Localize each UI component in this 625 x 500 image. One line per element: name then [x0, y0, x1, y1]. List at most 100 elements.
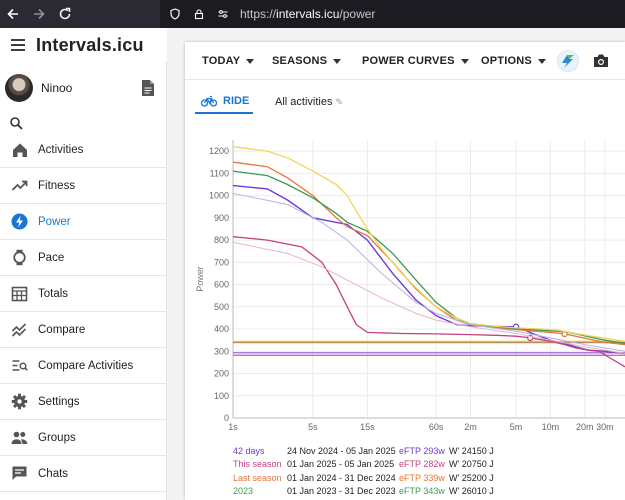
camera-icon[interactable]: [593, 53, 609, 68]
sidebar-item-chats[interactable]: Chats: [0, 456, 166, 492]
y-tick-label: 800: [214, 235, 229, 245]
legend-eftp: eFTP 339w: [399, 472, 445, 483]
sidebar-item-compare-activities[interactable]: Compare Activities: [0, 348, 166, 384]
app-header: Intervals.icu: [0, 28, 167, 62]
legend-dates: 01 Jan 2025 - 05 Jan 2025: [287, 459, 395, 470]
pencil-icon: ✎: [335, 96, 344, 107]
sidebar-item-label: Power: [38, 215, 71, 228]
list-search-icon: [0, 357, 38, 374]
legend-row[interactable]: This season 01 Jan 2025 - 05 Jan 2025 eFTP…: [233, 458, 494, 472]
search-button[interactable]: [0, 114, 166, 132]
caret-down-icon: [333, 58, 342, 64]
power-curve-chart[interactable]: 0 100 200 300 400 500 600 700 800 900 1000 1100 1200…: [185, 134, 625, 444]
intervals-logo-icon[interactable]: [557, 50, 579, 72]
x-tick-label: 20m: [576, 422, 594, 432]
y-tick-label: 200: [214, 369, 229, 379]
trending-up-icon: [0, 177, 38, 194]
y-tick-label: 300: [214, 346, 229, 356]
series-line[interactable]: [233, 192, 625, 352]
sidebar-item-pace[interactable]: Pace: [0, 240, 166, 276]
url-scheme: https://: [240, 7, 277, 21]
x-tick-label: 15s: [360, 422, 375, 432]
reload-button[interactable]: [52, 0, 78, 28]
sidebar-item-label: Pace: [38, 251, 65, 264]
menu-icon: [11, 39, 25, 51]
tab-ride-label: RIDE: [223, 95, 250, 107]
legend-name: 42 days: [233, 445, 265, 456]
lock-icon[interactable]: [190, 0, 208, 28]
y-tick-label: 1200: [209, 146, 229, 156]
sidebar-item-label: Totals: [38, 287, 69, 300]
sidebar-item-groups[interactable]: Groups: [0, 420, 166, 456]
y-tick-label: 400: [214, 324, 229, 334]
caret-down-icon: [246, 58, 255, 64]
y-tick-label: 900: [214, 213, 229, 223]
avatar[interactable]: [5, 74, 33, 102]
people-icon: [0, 429, 38, 446]
shield-icon[interactable]: [166, 0, 184, 28]
watch-icon: [0, 249, 38, 266]
series-line[interactable]: [233, 184, 625, 355]
legend-dates: 01 Jan 2024 - 31 Dec 2024: [287, 472, 396, 483]
url-host: intervals.icu: [276, 7, 340, 21]
user-row[interactable]: Ninoo: [0, 62, 166, 114]
legend-row[interactable]: 2023 01 Jan 2023 - 31 Dec 2023 eFTP 343w W'…: [233, 485, 494, 499]
today-label: TODAY: [202, 55, 241, 67]
sidebar-item-label: Fitness: [38, 179, 76, 192]
series-line[interactable]: [233, 146, 625, 342]
sidebar-item-activities[interactable]: Activities: [0, 132, 166, 168]
sidebar-item-settings[interactable]: Settings: [0, 384, 166, 420]
tab-all-label: All activities: [275, 96, 333, 108]
y-tick-label: 1100: [210, 168, 229, 178]
sidebar-item-power[interactable]: Power: [0, 204, 166, 240]
sidebar-item-compare[interactable]: Compare: [0, 312, 166, 348]
x-tick-label: 60s: [429, 422, 444, 432]
y-tick-label: 700: [214, 257, 229, 267]
arrow-right-icon: [34, 8, 45, 20]
hamburger-menu-button[interactable]: [0, 28, 36, 62]
back-button[interactable]: [0, 0, 26, 28]
tab-all-activities[interactable]: All activities ✎: [275, 90, 343, 114]
series-line[interactable]: [233, 236, 625, 368]
sidebar-item-label: Compare Activities: [38, 359, 134, 372]
series-line[interactable]: [233, 161, 625, 346]
today-button[interactable]: TODAY: [202, 42, 255, 80]
forward-button[interactable]: [26, 0, 52, 28]
y-tick-label: 1000: [209, 191, 229, 201]
legend-row[interactable]: Last season 01 Jan 2024 - 31 Dec 2024 eFTP…: [233, 471, 494, 485]
legend-wprime: W' 24150 J: [449, 445, 494, 456]
legend-wprime: W' 26010 J: [449, 486, 494, 497]
legend-wprime: W' 25200 J: [449, 472, 494, 483]
y-tick-label: 500: [214, 302, 229, 312]
permissions-icon[interactable]: [214, 0, 232, 28]
reload-icon: [59, 7, 71, 20]
user-name[interactable]: Ninoo: [41, 81, 73, 95]
y-tick-label: 100: [214, 391, 229, 401]
sidebar-item-fitness[interactable]: Fitness: [0, 168, 166, 204]
y-axis-label: Power: [195, 266, 205, 292]
legend-wprime: W' 20750 J: [449, 459, 494, 470]
sidebar-item-label: Settings: [38, 395, 80, 408]
chat-icon: [0, 465, 38, 482]
x-tick-label: 5m: [510, 422, 523, 432]
legend-eftp: eFTP 343w: [399, 486, 445, 497]
x-tick-label: 1s: [228, 422, 238, 432]
document-icon[interactable]: [140, 79, 156, 97]
options-label: OPTIONS: [481, 55, 532, 67]
sidebar-item-label: Compare: [38, 323, 86, 336]
power-curves-button[interactable]: POWER CURVES: [362, 42, 469, 80]
legend-row[interactable]: 42 days 24 Nov 2024 - 05 Jan 2025 eFTP 293…: [233, 444, 494, 458]
series-line[interactable]: [233, 241, 625, 354]
caret-down-icon: [460, 58, 469, 64]
browser-toolbar: https://intervals.icu/power: [0, 0, 625, 28]
legend-eftp: eFTP 293w: [399, 445, 445, 456]
caret-down-icon: [537, 58, 546, 64]
options-button[interactable]: OPTIONS: [481, 42, 546, 80]
seasons-button[interactable]: SEASONS: [272, 42, 342, 80]
chart-toolbar: TODAY SEASONS POWER CURVES OPTIONS: [185, 42, 625, 80]
url-text[interactable]: https://intervals.icu/power: [240, 7, 375, 21]
legend-dates: 01 Jan 2023 - 31 Dec 2023: [287, 486, 396, 497]
sidebar-item-totals[interactable]: Totals: [0, 276, 166, 312]
tab-ride[interactable]: RIDE: [195, 90, 253, 114]
address-bar[interactable]: https://intervals.icu/power: [160, 0, 625, 28]
